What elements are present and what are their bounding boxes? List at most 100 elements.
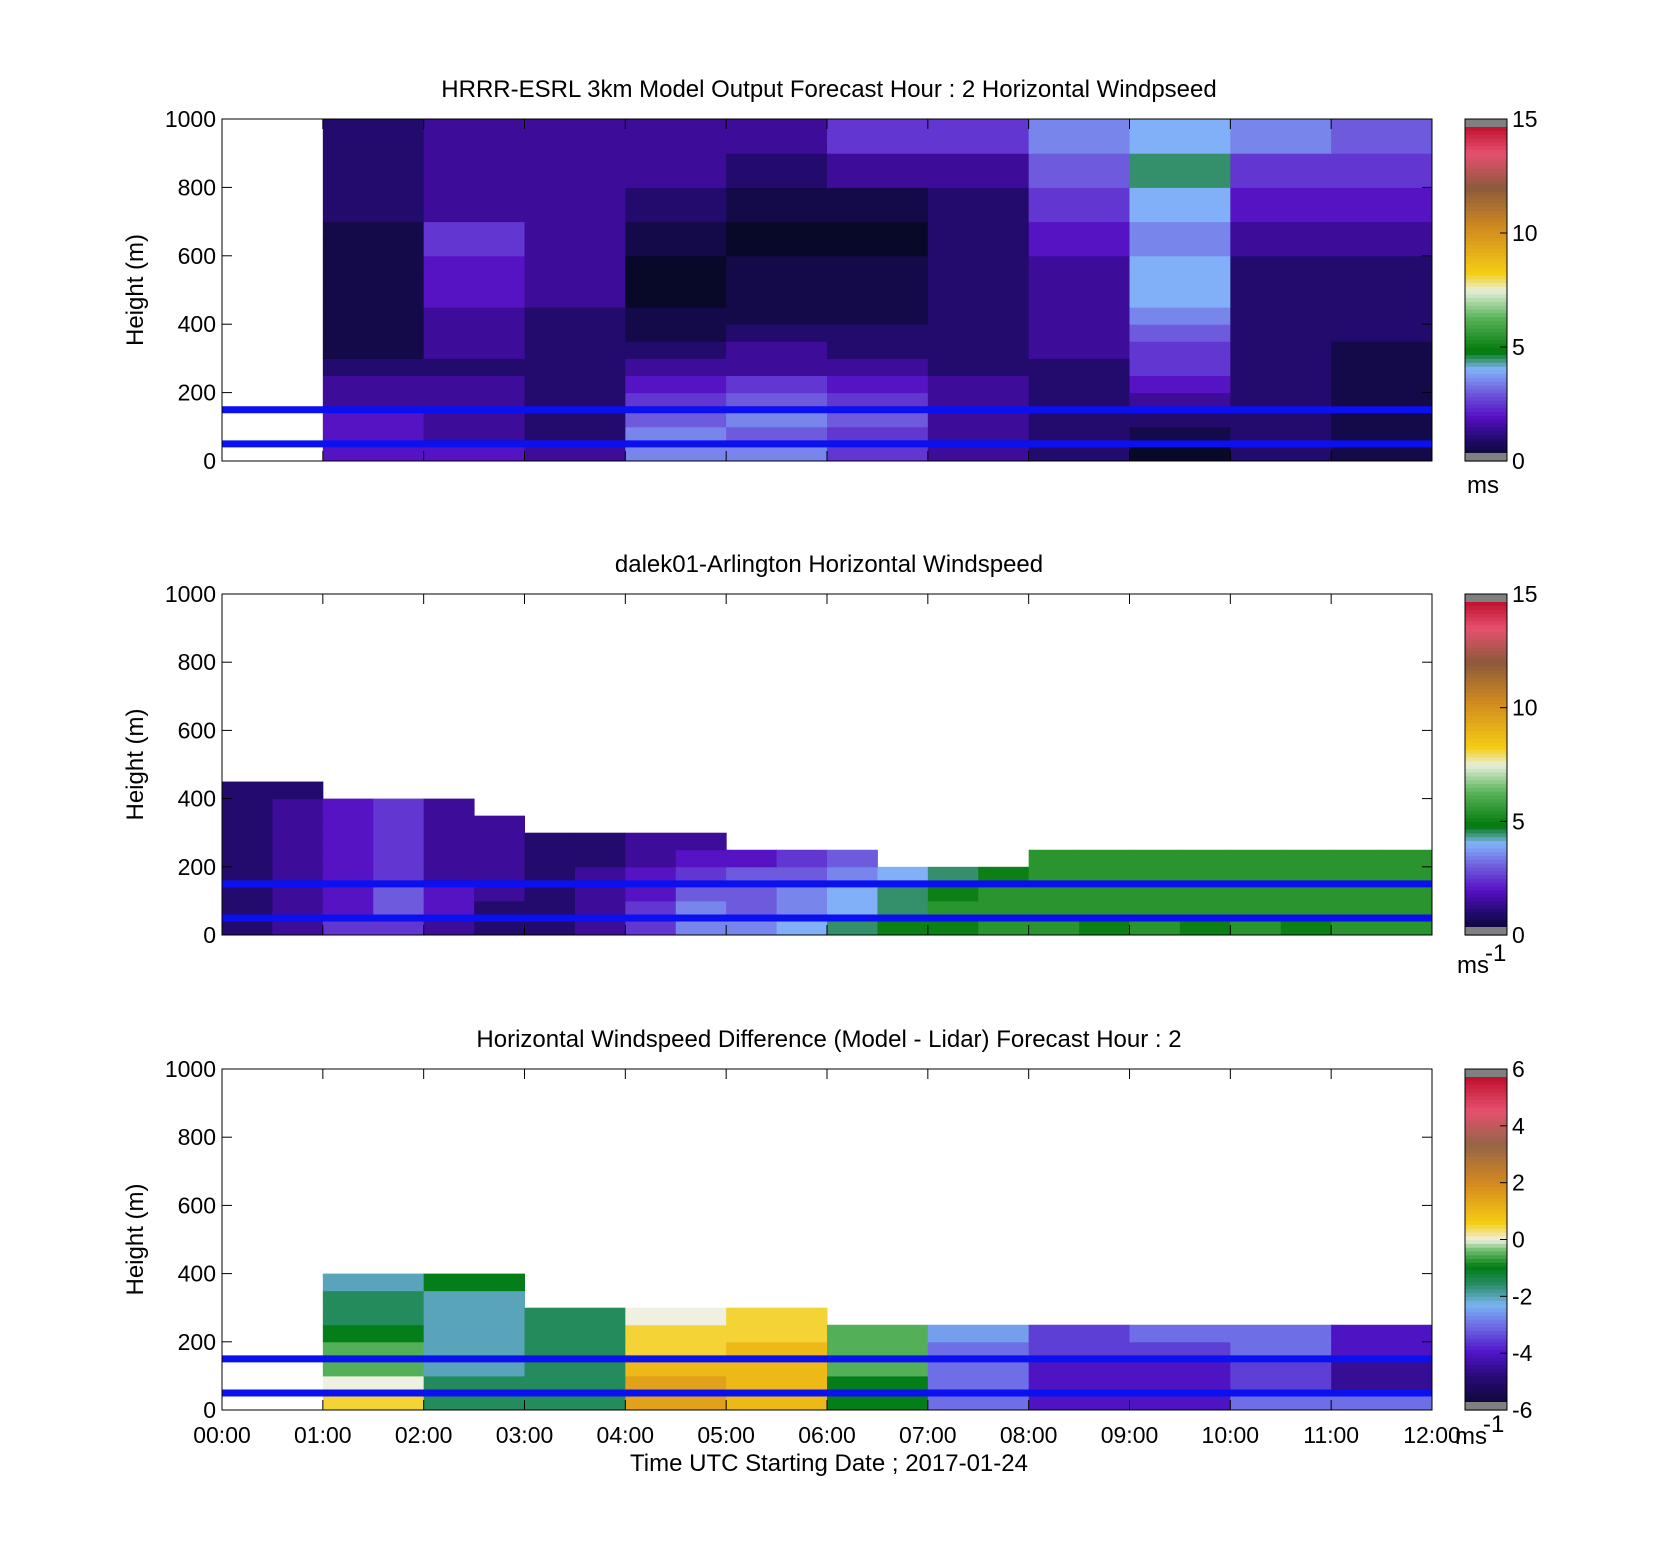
heatmap-cell: [1230, 204, 1332, 223]
heatmap-cell: [423, 1341, 525, 1360]
colorbar-segment: [1465, 426, 1507, 432]
heatmap-cell: [1331, 290, 1433, 308]
heatmap-cell: [726, 375, 828, 394]
colorbar-segment: [1465, 377, 1507, 382]
heatmap-cell: [625, 272, 727, 291]
heatmap-cell: [322, 187, 425, 205]
colorbar-segment: [1465, 647, 1507, 652]
colorbar-segment: [1465, 373, 1507, 378]
x-tick-label: 06:00: [798, 1422, 856, 1448]
colorbar-segment: [1465, 1372, 1507, 1377]
heatmap-cell: [423, 324, 525, 342]
heatmap-cell: [1028, 1324, 1130, 1343]
colorbar-segment: [1465, 1087, 1507, 1093]
heatmap-cell: [524, 170, 626, 188]
colorbar-segment: [1465, 779, 1507, 785]
heatmap-cell: [322, 136, 425, 154]
x-tick-label: 02:00: [395, 1422, 453, 1448]
colorbar-tick-label: -6: [1512, 1397, 1532, 1423]
heatmap-cell: [625, 832, 677, 851]
colorbar-segment: [1465, 745, 1507, 750]
colorbar-segment: [1465, 442, 1507, 447]
heatmap-cell: [1230, 1392, 1332, 1411]
heatmap-cell: [1079, 917, 1130, 936]
heatmap-cell: [726, 255, 828, 274]
heatmap-cell: [474, 900, 525, 919]
heatmap-cell: [1028, 1341, 1130, 1360]
heatmap-cell: [1230, 238, 1332, 257]
colorbar-tick-label: 5: [1512, 808, 1525, 834]
heatmap-cell: [1179, 900, 1231, 919]
heatmap-cell: [1230, 1375, 1332, 1394]
heatmap-cell: [474, 866, 525, 885]
heatmap-cell: [625, 1375, 727, 1394]
heatmap-cell: [1129, 238, 1231, 257]
heatmap-cell: [1028, 917, 1080, 936]
heatmap-cell: [726, 1358, 828, 1377]
heatmap-cell: [1129, 917, 1181, 936]
heatmap-cell: [1280, 849, 1332, 868]
colorbar-segment: [1465, 1197, 1507, 1203]
heatmap-cell: [474, 883, 525, 902]
colorbar-segment: [1465, 1303, 1507, 1309]
colorbar-segment: [1465, 783, 1507, 788]
colorbar-overflow: [1465, 594, 1507, 602]
colorbar-segment: [1465, 1315, 1507, 1320]
heatmap-cell: [1129, 307, 1231, 325]
heatmap-cell: [1028, 255, 1130, 274]
heatmap-cell: [776, 900, 828, 919]
colorbar-segment: [1465, 130, 1507, 135]
colorbar-segment: [1465, 149, 1507, 154]
colorbar-segment: [1465, 900, 1507, 906]
heatmap-cell: [927, 324, 1030, 342]
colorbar-segment: [1465, 206, 1507, 211]
colorbar-segment: [1465, 885, 1507, 891]
heatmap-cell: [1129, 136, 1231, 154]
x-tick-label: 09:00: [1101, 1422, 1159, 1448]
colorbar-segment: [1465, 252, 1507, 257]
heatmap-cell: [675, 900, 727, 919]
colorbar-segment: [1465, 259, 1507, 264]
colorbar-segment: [1465, 1375, 1507, 1381]
heatmap-cell: [524, 392, 626, 411]
heatmap-cell: [524, 1375, 626, 1394]
heatmap-cell: [1230, 358, 1332, 376]
heatmap-cell: [322, 900, 374, 919]
heatmap-cell: [927, 290, 1030, 308]
heatmap-cell: [927, 866, 979, 885]
colorbar-overflow: [1465, 1069, 1507, 1077]
heatmap-cell: [726, 849, 778, 868]
heatmap-cell: [675, 832, 727, 851]
colorbar-segment: [1465, 331, 1507, 337]
heatmap-cell: [373, 900, 425, 919]
heatmap-cell: [625, 849, 677, 868]
heatmap-cell: [524, 255, 626, 274]
heatmap-cell: [1028, 900, 1080, 919]
heatmap-cell: [827, 187, 929, 205]
y-tick-label: 200: [178, 854, 216, 880]
heatmap-cell: [322, 798, 374, 817]
heatmap-cell: [1179, 917, 1231, 936]
heatmap-cell: [423, 187, 525, 205]
heatmap-cell: [1230, 866, 1282, 885]
heatmap-cell: [877, 883, 929, 902]
heatmap-cell: [524, 324, 626, 342]
heatmap-cell: [776, 917, 828, 936]
heatmap-cell: [423, 1375, 525, 1394]
colorbar-segment: [1465, 214, 1507, 219]
colorbar-segment: [1465, 396, 1507, 401]
panel-difference: Horizontal Windspeed Difference (Model -…: [122, 1026, 1533, 1450]
heatmap-cell: [1028, 1358, 1130, 1377]
colorbar-segment: [1465, 343, 1507, 348]
heatmap-cell: [776, 866, 828, 885]
colorbar-segment: [1465, 1277, 1507, 1282]
colorbar-segment: [1465, 764, 1507, 769]
heatmap-cell: [1129, 443, 1231, 462]
colorbar-segment: [1465, 737, 1507, 743]
colorbar-segment: [1465, 817, 1507, 822]
colorbar-segment: [1465, 1349, 1507, 1354]
colorbar-segment: [1465, 791, 1507, 796]
xlabel: Time UTC Starting Date ; 2017-01-24: [630, 1450, 1028, 1477]
panel-title-difference: Horizontal Windspeed Difference (Model -…: [476, 1026, 1181, 1053]
heatmap-cell: [1230, 136, 1332, 154]
